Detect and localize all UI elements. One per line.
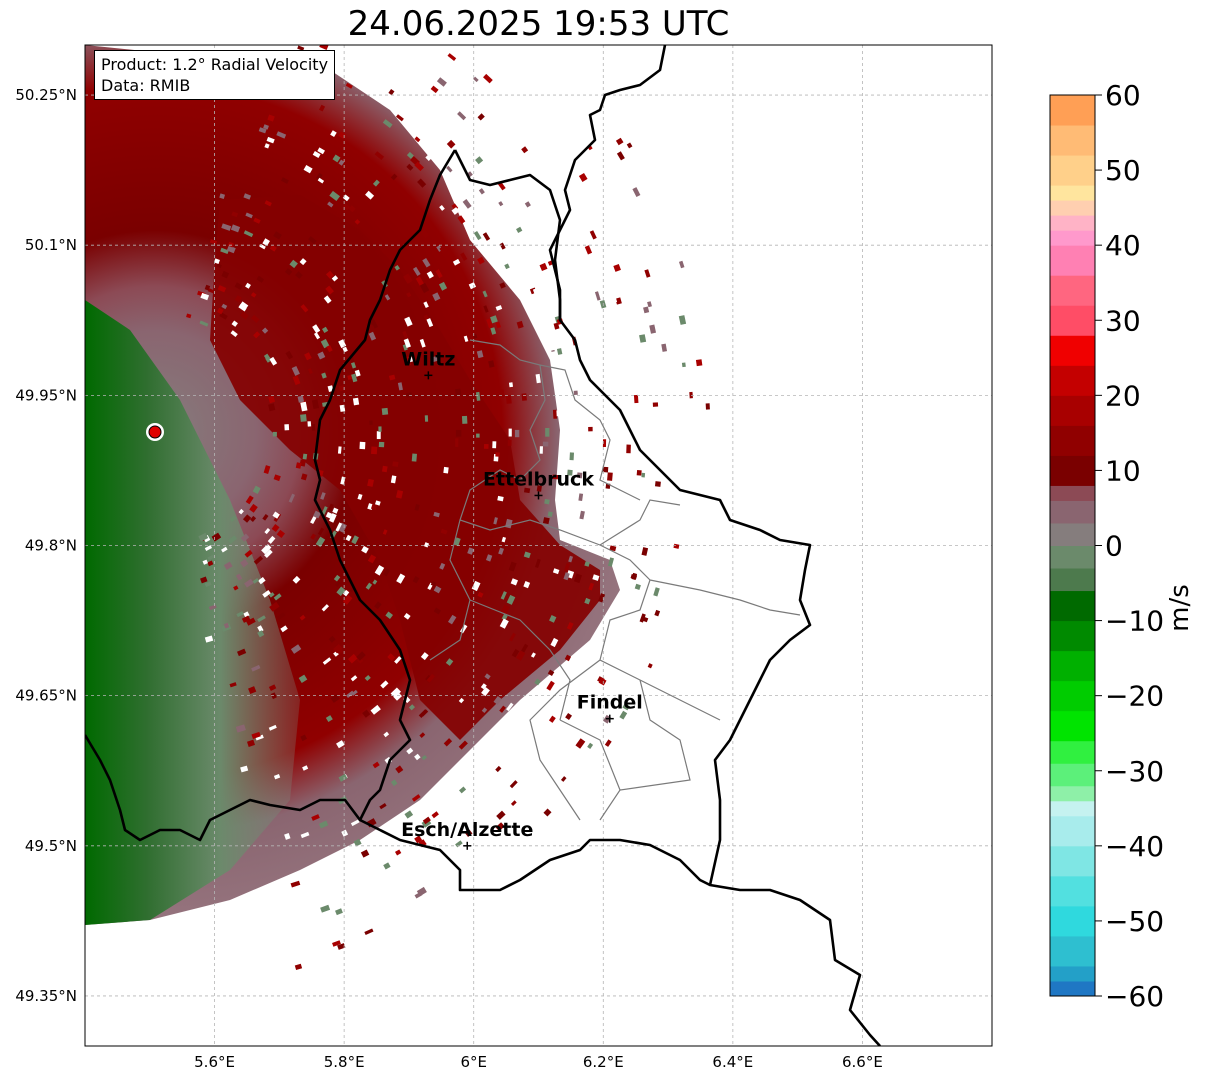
colorbar-band	[1050, 763, 1095, 787]
colorbar-tick-label: 40	[1105, 229, 1141, 262]
lat-tick-label: 49.8°N	[25, 537, 77, 555]
lon-tick-label: 5.6°E	[194, 1053, 235, 1071]
city-label: Findel	[577, 692, 643, 714]
velocity-colorbar: 60 50 40 30 20 10 0 −10 −20 −30 −40 −50 −60 m/s	[1049, 79, 1195, 1013]
colorbar-band	[1050, 875, 1095, 907]
boundaries	[85, 45, 881, 1046]
colorbar-tick-label: 60	[1105, 79, 1141, 112]
colorbar-band	[1050, 815, 1095, 847]
colorbar-tick-label: 20	[1105, 379, 1141, 412]
colorbar-band	[1050, 335, 1095, 366]
colorbar-band	[1050, 125, 1095, 156]
colorbar-band	[1050, 522, 1095, 546]
colorbar-band	[1050, 800, 1095, 817]
colorbar-band	[1050, 200, 1095, 216]
map-title: 24.06.2025 19:53 UTC	[347, 4, 730, 44]
colorbar-band	[1050, 305, 1095, 336]
colorbar-tick-label: 50	[1105, 154, 1141, 187]
lon-tick-label: 6.2°E	[583, 1053, 624, 1071]
colorbar-band	[1050, 545, 1095, 569]
data-source-label: Data: RMIB	[101, 76, 191, 95]
lat-tick-label: 50.1°N	[25, 236, 77, 254]
city-label: Esch/Alzette	[401, 819, 533, 841]
luxembourg-border	[313, 149, 711, 892]
colorbar-tick-label: −20	[1105, 680, 1164, 713]
lat-tick-label: 50.25°N	[15, 86, 77, 104]
colorbar-band	[1050, 275, 1095, 306]
colorbar-band	[1050, 568, 1095, 592]
colorbar-band	[1050, 485, 1095, 501]
colorbar-band	[1050, 500, 1095, 524]
colorbar-band	[1050, 155, 1095, 186]
colorbar-band	[1050, 185, 1095, 201]
lon-tick-label: 6.6°E	[842, 1053, 883, 1071]
colorbar-tick-label: −10	[1105, 605, 1164, 638]
colorbar-band	[1050, 785, 1095, 802]
city-marker: Wiltz	[401, 348, 455, 380]
colorbar-band	[1050, 935, 1095, 967]
colorbar-band	[1050, 365, 1095, 396]
colorbar-band	[1050, 740, 1095, 764]
colorbar-tick-label: 30	[1105, 304, 1141, 337]
radar-echo-layer	[85, 45, 710, 971]
colorbar-tick-label: −30	[1105, 755, 1164, 788]
lon-tick-label: 6°E	[460, 1053, 487, 1071]
colorbar-band	[1050, 845, 1095, 877]
colorbar-tick-label: 0	[1105, 530, 1123, 563]
lat-tick-label: 49.5°N	[25, 837, 77, 855]
colorbar-band	[1050, 230, 1095, 246]
city-marker: Ettelbruck	[483, 468, 594, 500]
colorbar-tick-label: 10	[1105, 454, 1141, 487]
colorbar-bands	[1050, 95, 1095, 997]
colorbar-band	[1050, 710, 1095, 742]
colorbar-band	[1050, 425, 1095, 456]
colorbar-band	[1050, 455, 1095, 486]
city-label: Ettelbruck	[483, 468, 594, 490]
city-marker: Findel	[577, 692, 643, 723]
latitude-axis: 50.25°N 50.1°N 49.95°N 49.8°N 49.65°N 49.5°N 4…	[15, 86, 77, 1005]
map-frame	[84, 44, 993, 1047]
lon-tick-label: 5.8°E	[324, 1053, 365, 1071]
radar-site-marker	[146, 423, 164, 441]
lat-tick-label: 49.65°N	[15, 687, 77, 705]
colorbar-band	[1050, 980, 1095, 997]
colorbar-band	[1050, 215, 1095, 231]
colorbar-tick-label: −50	[1105, 905, 1164, 938]
city-marker: Esch/Alzette	[401, 819, 533, 850]
colorbar-tick-label: −60	[1105, 980, 1164, 1013]
outbound-velocity-core	[210, 195, 600, 740]
product-info-box: Product: 1.2° Radial Velocity Data: RMIB	[94, 50, 336, 100]
colorbar-ticks: 60 50 40 30 20 10 0 −10 −20 −30 −40 −50 −60	[1095, 79, 1164, 1013]
colorbar-band	[1050, 95, 1095, 126]
city-markers: Wiltz Ettelbruck Findel Esch/Alzette	[401, 348, 643, 850]
colorbar-band	[1050, 620, 1095, 652]
colorbar-band	[1050, 905, 1095, 937]
lat-tick-label: 49.35°N	[15, 987, 77, 1005]
product-label: Product: 1.2° Radial Velocity	[101, 55, 329, 74]
colorbar-band	[1050, 395, 1095, 426]
canton-boundaries	[429, 339, 801, 821]
colorbar-tick-label: −40	[1105, 830, 1164, 863]
colorbar-band	[1050, 965, 1095, 982]
lon-tick-label: 6.4°E	[712, 1053, 753, 1071]
colorbar-band	[1050, 245, 1095, 276]
radar-map: 5.6°E 5.8°E 6°E 6.2°E 6.4°E 6.6°E 50.25°N 50.1…	[15, 44, 993, 1071]
colorbar-unit-label: m/s	[1165, 584, 1195, 632]
radar-site-icon	[148, 425, 162, 439]
longitude-axis: 5.6°E 5.8°E 6°E 6.2°E 6.4°E 6.6°E	[194, 1053, 883, 1071]
lat-tick-label: 49.95°N	[15, 386, 77, 404]
city-label: Wiltz	[401, 348, 455, 370]
colorbar-band	[1050, 680, 1095, 712]
colorbar-band	[1050, 590, 1095, 622]
colorbar-band	[1050, 650, 1095, 682]
france-belgium-border	[85, 734, 362, 842]
